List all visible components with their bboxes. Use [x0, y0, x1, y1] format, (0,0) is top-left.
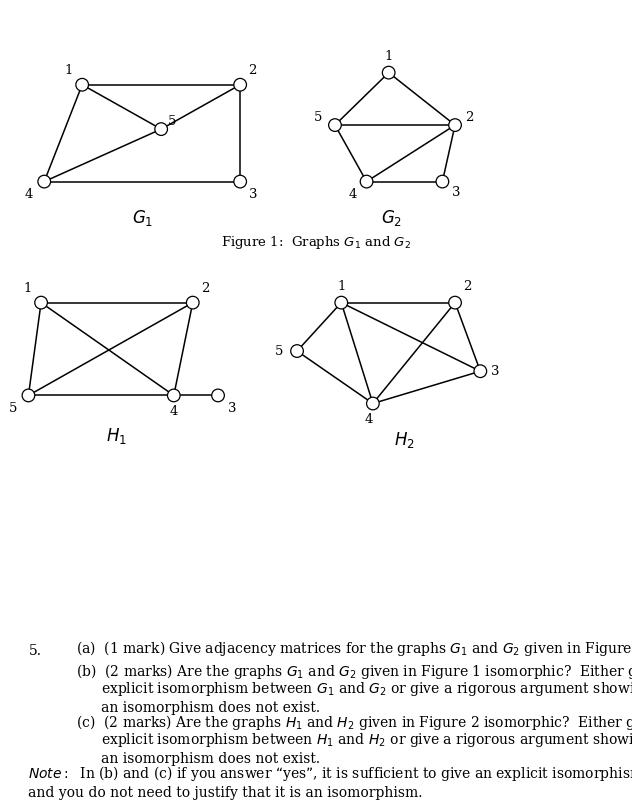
Text: an isomorphism does not exist.: an isomorphism does not exist. [101, 752, 320, 766]
Ellipse shape [212, 389, 224, 402]
Text: explicit isomorphism between $G_1$ and $G_2$ or give a rigorous argument showing: explicit isomorphism between $G_1$ and $… [101, 680, 632, 698]
Text: 1: 1 [337, 280, 346, 293]
Text: $G_1$: $G_1$ [131, 208, 153, 228]
Ellipse shape [76, 78, 88, 91]
Ellipse shape [186, 296, 199, 309]
Text: 3: 3 [228, 402, 236, 415]
Text: explicit isomorphism between $H_1$ and $H_2$ or give a rigorous argument showing: explicit isomorphism between $H_1$ and $… [101, 731, 632, 749]
Ellipse shape [335, 296, 348, 309]
Text: Figure 1:  Graphs $G_1$ and $G_2$: Figure 1: Graphs $G_1$ and $G_2$ [221, 233, 411, 251]
Ellipse shape [291, 345, 303, 358]
Text: an isomorphism does not exist.: an isomorphism does not exist. [101, 701, 320, 715]
Text: (c)  (2 marks) Are the graphs $H_1$ and $H_2$ given in Figure 2 isomorphic?  Eit: (c) (2 marks) Are the graphs $H_1$ and $… [76, 713, 632, 732]
Ellipse shape [436, 175, 449, 188]
Ellipse shape [449, 296, 461, 309]
Text: 2: 2 [201, 282, 210, 295]
Text: $G_2$: $G_2$ [381, 208, 403, 228]
Ellipse shape [474, 365, 487, 378]
Text: 5.: 5. [28, 644, 42, 658]
Ellipse shape [155, 123, 167, 136]
Ellipse shape [449, 119, 461, 132]
Ellipse shape [382, 66, 395, 79]
Ellipse shape [360, 175, 373, 188]
Text: 2: 2 [248, 64, 257, 77]
Text: (b)  (2 marks) Are the graphs $G_1$ and $G_2$ given in Figure 1 isomorphic?  Eit: (b) (2 marks) Are the graphs $G_1$ and $… [76, 662, 632, 681]
Ellipse shape [234, 78, 246, 91]
Ellipse shape [167, 389, 180, 402]
Text: 4: 4 [169, 405, 178, 418]
Text: 3: 3 [248, 188, 257, 201]
Text: 4: 4 [25, 188, 33, 201]
Text: 5: 5 [9, 402, 18, 415]
Text: 4: 4 [348, 188, 357, 201]
Text: $H_2$: $H_2$ [394, 430, 415, 449]
Text: 1: 1 [23, 282, 32, 295]
Text: 3: 3 [452, 186, 461, 199]
Text: $\mathit{Note:}$  In (b) and (c) if you answer “yes”, it is sufficient to give a: $\mathit{Note:}$ In (b) and (c) if you a… [28, 763, 632, 783]
Text: 2: 2 [463, 280, 472, 293]
Text: 5: 5 [275, 345, 284, 358]
Ellipse shape [22, 389, 35, 402]
Text: 5: 5 [168, 115, 177, 128]
Text: 3: 3 [491, 365, 500, 378]
Text: 1: 1 [384, 50, 393, 63]
Text: and you do not need to justify that it is an isomorphism.: and you do not need to justify that it i… [28, 786, 423, 800]
Ellipse shape [367, 397, 379, 410]
Text: 4: 4 [365, 413, 374, 426]
Ellipse shape [35, 296, 47, 309]
Ellipse shape [329, 119, 341, 132]
Text: 1: 1 [64, 64, 73, 77]
Text: 2: 2 [465, 111, 473, 123]
Text: (a)  (1 mark) Give adjacency matrices for the graphs $G_1$ and $G_2$ given in Fi: (a) (1 mark) Give adjacency matrices for… [76, 638, 632, 658]
Text: 5: 5 [314, 111, 323, 123]
Ellipse shape [234, 175, 246, 188]
Ellipse shape [38, 175, 51, 188]
Text: $H_1$: $H_1$ [106, 426, 128, 445]
